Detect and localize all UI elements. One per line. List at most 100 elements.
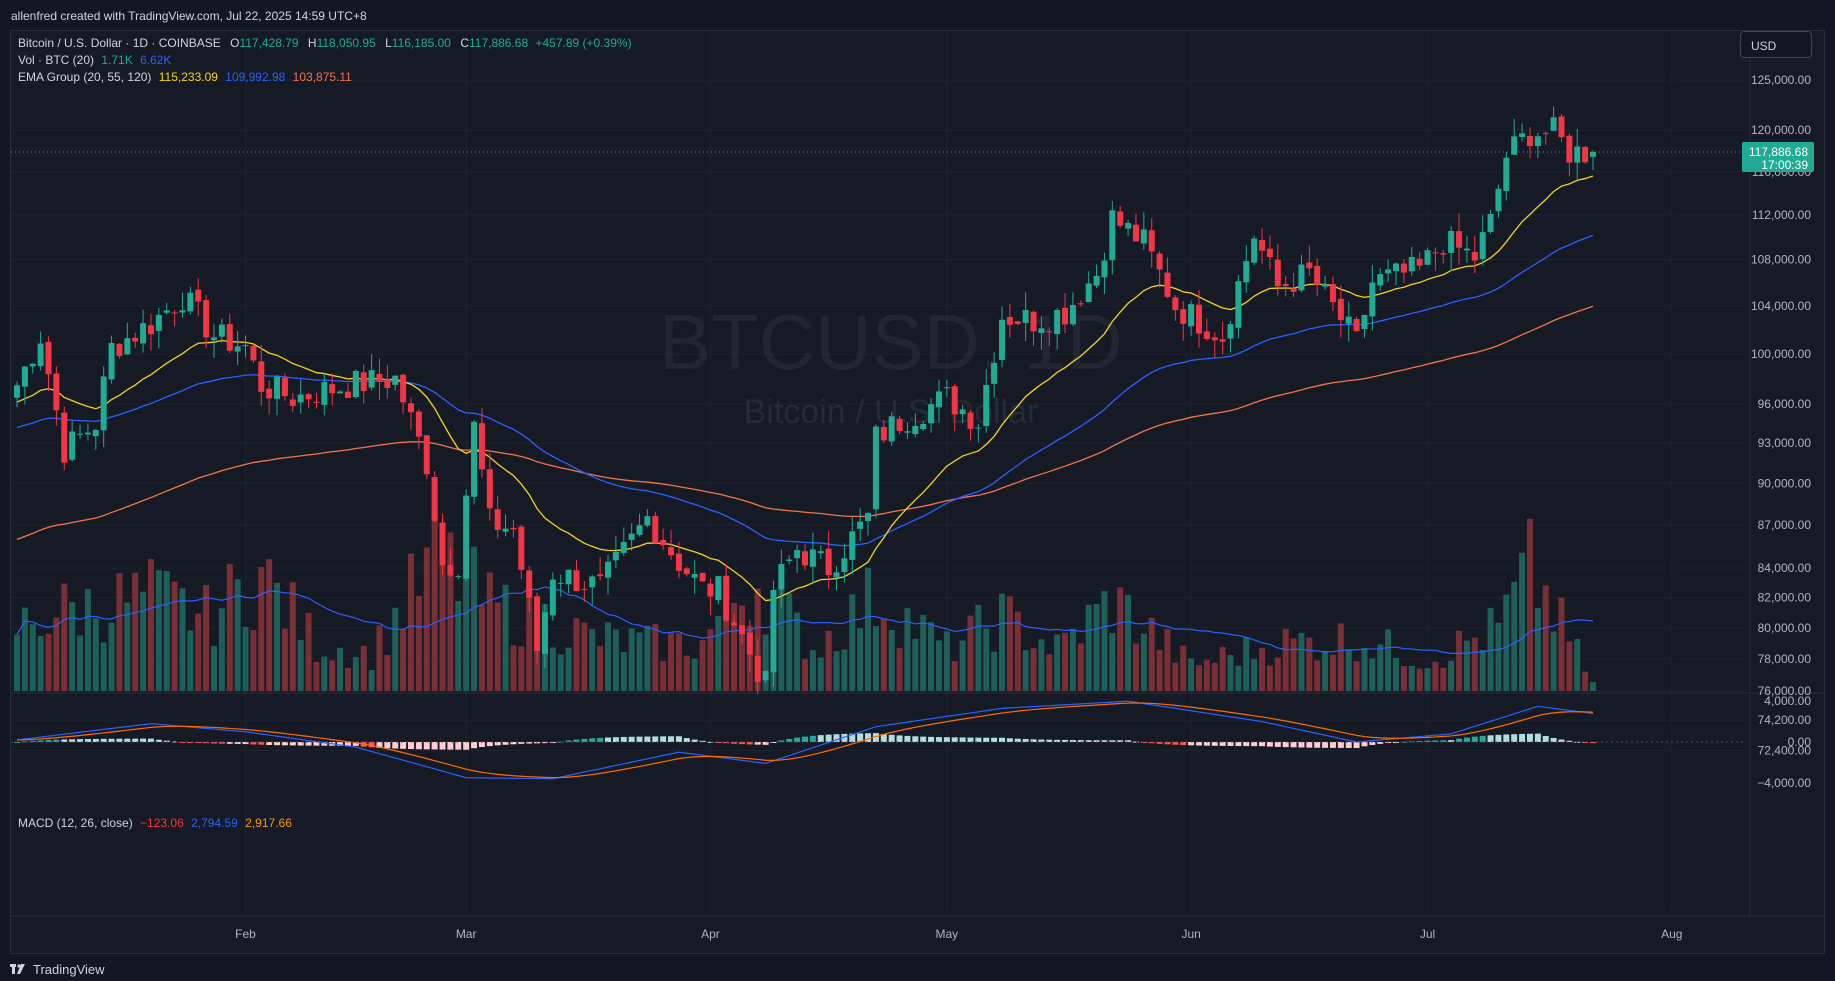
volume-bar: [305, 612, 312, 691]
macd-tick-label: −4,000.00: [1757, 776, 1811, 790]
candle-body: [344, 391, 351, 399]
candle-body: [1337, 298, 1344, 321]
time-tick-label: Jul: [1420, 927, 1435, 941]
macd-bar: [77, 739, 84, 742]
macd-bar: [1542, 736, 1549, 742]
volume-bar: [581, 622, 588, 691]
candle-body: [163, 310, 170, 313]
macd-bar: [1526, 733, 1533, 742]
candle-body: [14, 385, 20, 398]
candle-body: [494, 509, 501, 530]
macd-bar: [1377, 742, 1384, 744]
macd-bar: [29, 740, 36, 742]
candle-body: [1503, 157, 1510, 192]
volume-bar: [187, 630, 194, 691]
macd-bar: [605, 737, 611, 742]
volume-bar: [431, 511, 438, 691]
macd-bar: [1479, 735, 1486, 742]
chart-area[interactable]: BTCUSD, 1D Bitcoin / U.S. Dollar 72,400.00…: [10, 30, 1825, 954]
macd-bar: [778, 740, 785, 742]
candle-body: [1266, 248, 1273, 258]
volume-bar: [360, 645, 367, 691]
volume-bar: [896, 648, 903, 691]
macd-bar: [258, 742, 265, 745]
volume-bar: [392, 607, 399, 691]
volume-bar: [1463, 640, 1470, 691]
macd-bar: [1456, 738, 1463, 742]
candle-body: [179, 310, 186, 313]
watermark-symbol: BTCUSD, 1D: [659, 298, 1123, 386]
volume-bar: [84, 588, 91, 691]
macd-bar: [53, 739, 60, 742]
candle-body: [849, 531, 856, 560]
volume-bar: [1132, 643, 1139, 691]
candle-body: [1211, 337, 1218, 341]
currency-selector[interactable]: USD: [1740, 31, 1812, 58]
volume-bar: [699, 640, 706, 691]
volume-bar: [502, 584, 509, 691]
volume-bar: [1448, 660, 1455, 691]
candle-body: [1022, 310, 1029, 323]
candle-body: [1393, 263, 1399, 272]
candle-body: [1424, 250, 1431, 265]
volume-bar: [53, 617, 60, 691]
volume-bar: [967, 615, 974, 691]
macd-bar: [628, 736, 635, 742]
volume-bar: [281, 628, 288, 691]
macd-signal-line: [16, 702, 1594, 779]
candle-body: [439, 522, 446, 566]
macd-bar: [116, 738, 123, 742]
macd-bar: [644, 736, 651, 742]
candle-body: [124, 338, 131, 355]
candle-body: [1314, 265, 1321, 285]
volume-legend: Vol · BTC (20) 1.71K 6.62K: [18, 53, 171, 67]
candle-body: [53, 373, 60, 411]
volume-bar: [1590, 681, 1596, 691]
candle-body: [1329, 284, 1336, 303]
candle-body: [116, 343, 123, 357]
candle-body: [526, 570, 533, 598]
macd-bar: [1243, 742, 1250, 747]
macd-bar: [597, 737, 604, 742]
macd-bar: [1235, 742, 1242, 747]
price-tick-label: 100,000.00: [1751, 347, 1811, 361]
macd-bar: [281, 742, 288, 746]
last-price-value: 117,886.68: [1749, 145, 1808, 159]
macd-bar: [975, 737, 982, 742]
volume-bar: [132, 572, 139, 691]
macd-bar: [1582, 742, 1589, 743]
candle-body: [400, 374, 407, 403]
candle-body: [597, 574, 604, 577]
volume-bar: [1519, 552, 1526, 691]
candle-body: [392, 375, 399, 385]
macd-bar: [857, 733, 864, 742]
macd-bar: [392, 742, 399, 749]
candle-body: [951, 386, 958, 415]
volume-bars: [14, 511, 1596, 691]
macd-bar: [274, 742, 281, 746]
macd-bar: [731, 742, 738, 744]
macd-bar: [1125, 740, 1132, 742]
candle-body: [1259, 240, 1266, 251]
candle-body: [754, 655, 761, 682]
candle-body: [297, 394, 304, 403]
macd-bar: [1148, 742, 1155, 744]
macd-bar: [1251, 742, 1258, 747]
candles: [14, 106, 1596, 695]
volume-bar: [1495, 622, 1502, 691]
macd-bar: [486, 742, 493, 747]
volume-bar: [384, 655, 391, 691]
volume-bar: [37, 636, 44, 691]
macd-bar: [140, 738, 147, 742]
volume-bar: [802, 659, 808, 691]
macd-bar: [321, 742, 328, 746]
candle-body: [61, 412, 68, 463]
macd-bar: [1298, 742, 1305, 748]
candle-body: [1140, 229, 1147, 244]
candle-body: [431, 477, 438, 521]
volume-bar: [478, 604, 485, 691]
volume-bar: [352, 656, 359, 691]
candle-body: [628, 533, 635, 540]
macd-bar: [888, 734, 895, 742]
